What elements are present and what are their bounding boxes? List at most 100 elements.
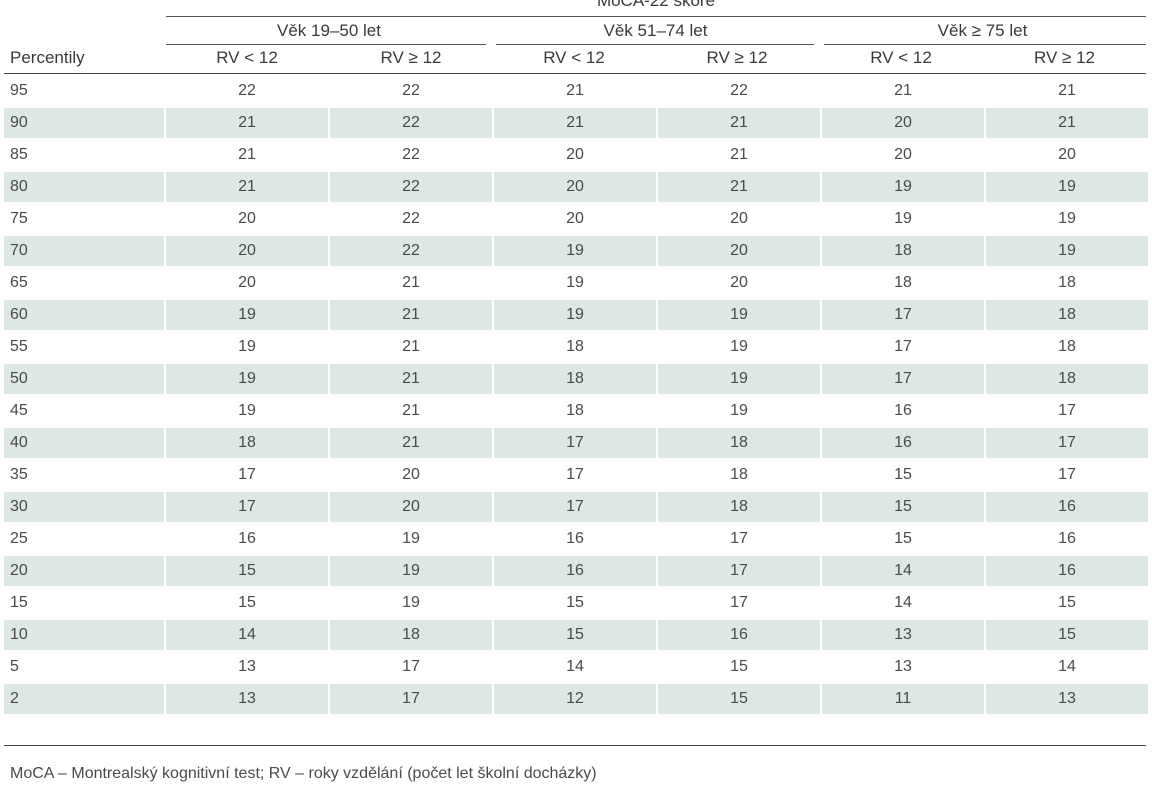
score-cell: 16	[1058, 530, 1076, 547]
score-cell: 15	[166, 556, 328, 586]
table-row: 75 20 22 20 20 19 19	[4, 204, 1148, 234]
score-cell: 17	[494, 428, 656, 458]
percentile-cell: 15	[10, 594, 28, 611]
score-cell: 18	[330, 620, 492, 650]
score-cell: 19	[238, 338, 256, 355]
score-cell: 18	[730, 466, 748, 483]
score-cell: 18	[822, 236, 984, 266]
column-header-sub: RV < 12	[543, 48, 605, 67]
score-cell: 20	[730, 210, 748, 227]
score-cell: 20	[330, 492, 492, 522]
percentile-cell: 35	[10, 466, 28, 483]
score-cell: 17	[894, 338, 912, 355]
score-cell: 19	[894, 210, 912, 227]
score-cell: 20	[566, 146, 584, 163]
score-cell: 18	[166, 428, 328, 458]
column-header-sub: RV ≥ 12	[380, 48, 442, 67]
score-cell: 17	[402, 658, 420, 675]
score-cell: 22	[402, 210, 420, 227]
percentile-cell: 40	[4, 428, 164, 458]
score-cell: 21	[894, 82, 912, 99]
score-cell: 17	[1058, 466, 1076, 483]
column-header-percentile: Percentily	[10, 48, 85, 67]
score-cell: 15	[658, 684, 820, 714]
percentile-cell: 25	[10, 530, 28, 547]
score-cell: 21	[1058, 82, 1076, 99]
table-row: 50 19 21 18 19 17 18	[4, 364, 1148, 394]
score-cell: 17	[658, 556, 820, 586]
score-cell: 19	[166, 364, 328, 394]
score-cell: 17	[730, 530, 748, 547]
score-cell: 21	[402, 274, 420, 291]
table-row: 5 13 17 14 15 13 14	[4, 652, 1148, 682]
percentile-cell: 65	[10, 274, 28, 291]
score-cell: 19	[658, 300, 820, 330]
score-cell: 16	[658, 620, 820, 650]
group-header-75-plus: Věk ≥ 75 let	[937, 21, 1028, 40]
score-cell: 13	[238, 658, 256, 675]
score-cell: 15	[894, 530, 912, 547]
score-cell: 16	[894, 402, 912, 419]
score-cell: 22	[402, 146, 420, 163]
score-cell: 19	[566, 274, 584, 291]
score-cell: 19	[1058, 210, 1076, 227]
column-header-sub: RV < 12	[870, 48, 932, 67]
score-cell: 22	[330, 236, 492, 266]
table-row: 65 20 21 19 20 18 18	[4, 268, 1148, 298]
table-row: 10 14 18 15 16 13 15	[4, 620, 1148, 650]
table-row: 40 18 21 17 18 16 17	[4, 428, 1148, 458]
score-cell: 18	[986, 364, 1148, 394]
table-row: 35 17 20 17 18 15 17	[4, 460, 1148, 490]
percentile-cell: 85	[10, 146, 28, 163]
score-cell: 16	[986, 492, 1148, 522]
score-cell: 22	[238, 82, 256, 99]
score-cell: 21	[402, 402, 420, 419]
score-cell: 21	[658, 172, 820, 202]
percentile-cell: 10	[4, 620, 164, 650]
score-cell: 20	[166, 236, 328, 266]
percentile-cell: 80	[4, 172, 164, 202]
score-cell: 21	[730, 146, 748, 163]
score-cell: 20	[238, 274, 256, 291]
table-row: 55 19 21 18 19 17 18	[4, 332, 1148, 362]
score-cell: 17	[822, 300, 984, 330]
column-header-sub: RV ≥ 12	[1034, 48, 1095, 67]
percentile-cell: 45	[10, 402, 28, 419]
percentile-cell: 70	[4, 236, 164, 266]
table-title: MoCA-22 skóre	[596, 0, 716, 10]
score-cell: 20	[658, 236, 820, 266]
score-cell: 15	[566, 594, 584, 611]
header-rule	[4, 73, 1146, 74]
score-cell: 20	[730, 274, 748, 291]
score-cell: 13	[822, 620, 984, 650]
score-cell: 19	[822, 172, 984, 202]
score-cell: 21	[166, 172, 328, 202]
score-cell: 17	[730, 594, 748, 611]
score-cell: 15	[238, 594, 256, 611]
table-row: 25 16 19 16 17 15 16	[4, 524, 1148, 554]
score-cell: 18	[986, 300, 1148, 330]
score-cell: 17	[822, 364, 984, 394]
score-cell: 15	[730, 658, 748, 675]
score-cell: 15	[494, 620, 656, 650]
score-cell: 18	[566, 338, 584, 355]
score-cell: 17	[494, 492, 656, 522]
score-cell: 14	[894, 594, 912, 611]
score-cell: 14	[822, 556, 984, 586]
table-row: 30 17 20 17 18 15 16	[4, 492, 1148, 522]
score-cell: 19	[166, 300, 328, 330]
score-cell: 21	[166, 108, 328, 138]
score-cell: 14	[566, 658, 584, 675]
table-row: 70 20 22 19 20 18 19	[4, 236, 1148, 266]
group-rule-51-74	[496, 44, 814, 45]
percentile-cell: 60	[4, 300, 164, 330]
score-cell: 21	[566, 82, 584, 99]
score-cell: 20	[238, 210, 256, 227]
score-cell: 15	[986, 620, 1148, 650]
score-cell: 16	[494, 556, 656, 586]
score-cell: 21	[238, 146, 256, 163]
score-cell: 18	[566, 402, 584, 419]
score-cell: 16	[986, 556, 1148, 586]
score-cell: 18	[658, 428, 820, 458]
percentile-cell: 2	[4, 684, 164, 714]
